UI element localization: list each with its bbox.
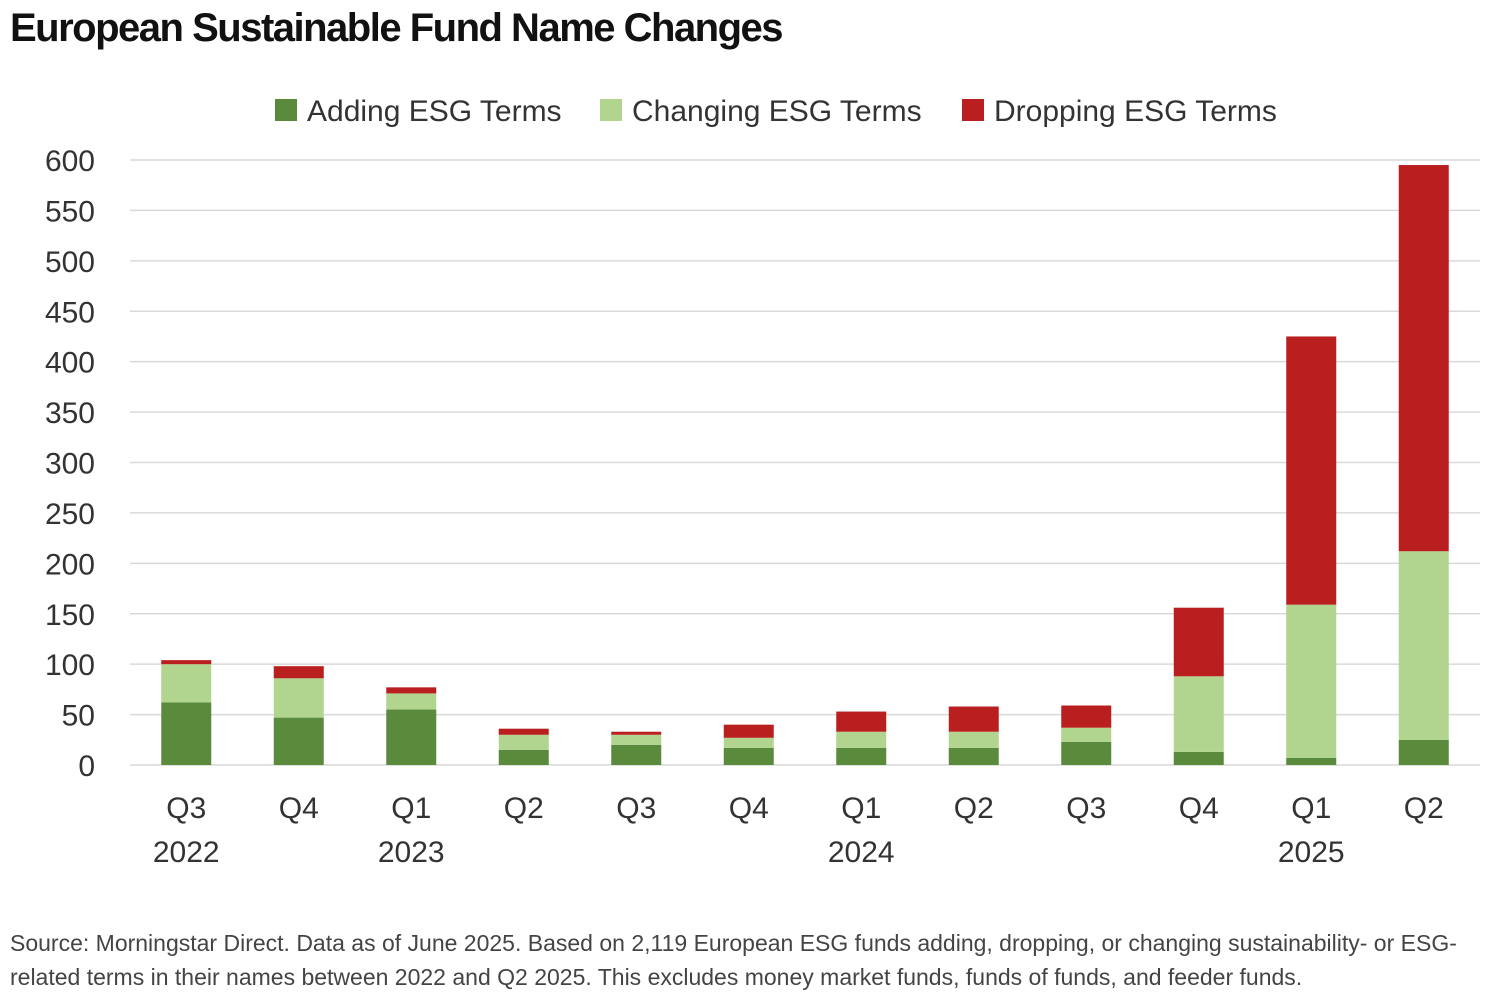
y-tick-label: 550 <box>45 195 95 228</box>
bar-segment <box>1286 604 1337 758</box>
bar-segment <box>273 678 324 718</box>
x-tick-label: Q3 <box>1066 792 1106 825</box>
legend-swatch <box>600 99 622 121</box>
bar-segment <box>161 660 212 665</box>
bar-segment <box>1061 727 1112 742</box>
bar-segment <box>948 706 999 732</box>
bar-segment <box>386 709 437 765</box>
chart-title: European Sustainable Fund Name Changes <box>10 6 784 50</box>
x-axis: Q3 2022 Q4 Q1 2023 Q2 Q3 Q4 Q1 2024 Q2 Q3 Q4 Q1 2025 Q2 <box>153 792 1444 869</box>
y-tick-label: 250 <box>45 498 95 531</box>
bar-segment <box>611 744 662 765</box>
bar-segment <box>836 731 887 748</box>
bar-segment <box>498 734 549 750</box>
x-year-label: 2025 <box>1278 836 1345 869</box>
bar-segment <box>611 731 662 735</box>
x-tick-label: Q4 <box>729 792 769 825</box>
source-note: Source: Morningstar Direct. Data as of J… <box>10 930 1457 990</box>
bar-segment <box>1286 757 1337 765</box>
x-tick-label: Q2 <box>1404 792 1444 825</box>
y-tick-label: 400 <box>45 347 95 380</box>
y-tick-label: 50 <box>62 700 95 733</box>
gridlines <box>130 159 1480 766</box>
x-tick-label: Q1 <box>391 792 431 825</box>
x-year-label: 2024 <box>828 836 895 869</box>
x-tick-label: Q1 <box>1291 792 1331 825</box>
bar-segment <box>161 702 212 765</box>
bar-segment <box>273 717 324 765</box>
x-tick-label: Q4 <box>279 792 319 825</box>
bars <box>161 165 1449 765</box>
x-tick-label: Q3 <box>166 792 206 825</box>
bar-segment <box>836 747 887 765</box>
y-tick-label: 200 <box>45 548 95 581</box>
y-tick-label: 150 <box>45 599 95 632</box>
bar-segment <box>498 749 549 765</box>
y-tick-label: 600 <box>45 145 95 178</box>
bar-segment <box>1398 739 1449 765</box>
bar-segment <box>723 747 774 765</box>
bar-segment <box>1398 551 1449 740</box>
legend-label: Adding ESG Terms <box>307 95 562 128</box>
bar-segment <box>1061 741 1112 765</box>
legend-swatch <box>962 99 984 121</box>
bar-segment <box>611 734 662 745</box>
legend-label: Dropping ESG Terms <box>994 95 1277 128</box>
x-tick-label: Q1 <box>841 792 881 825</box>
y-tick-label: 300 <box>45 448 95 481</box>
bar-segment <box>1286 336 1337 605</box>
bar-segment <box>723 737 774 748</box>
bar-segment <box>386 687 437 694</box>
y-tick-label: 500 <box>45 246 95 279</box>
stacked-bar-chart: Adding ESG Terms Changing ESG Terms Droppi… <box>45 95 1480 869</box>
legend: Adding ESG Terms Changing ESG Terms Droppi… <box>275 95 1277 128</box>
bar-segment <box>1173 751 1224 765</box>
bar-segment <box>1173 676 1224 752</box>
x-tick-label: Q3 <box>616 792 656 825</box>
x-tick-label: Q2 <box>504 792 544 825</box>
bar-segment <box>948 747 999 765</box>
x-year-label: 2023 <box>378 836 445 869</box>
legend-swatch <box>275 99 297 121</box>
x-tick-label: Q2 <box>954 792 994 825</box>
bar-segment <box>273 666 324 679</box>
bar-segment <box>1398 165 1449 552</box>
bar-segment <box>948 731 999 748</box>
y-tick-label: 0 <box>78 750 95 783</box>
y-axis: 0 50 100 150 200 250 300 350 400 450 500 550 600 <box>45 145 95 783</box>
y-tick-label: 100 <box>45 649 95 682</box>
bar-segment <box>1173 607 1224 677</box>
y-tick-label: 350 <box>45 397 95 430</box>
x-tick-label: Q4 <box>1179 792 1219 825</box>
bar-segment <box>836 711 887 732</box>
bar-segment <box>386 693 437 710</box>
bar-segment <box>498 728 549 735</box>
y-tick-label: 450 <box>45 296 95 329</box>
bar-segment <box>723 724 774 738</box>
bar-segment <box>161 664 212 703</box>
bar-segment <box>1061 705 1112 728</box>
x-year-label: 2022 <box>153 836 220 869</box>
legend-label: Changing ESG Terms <box>632 95 922 128</box>
